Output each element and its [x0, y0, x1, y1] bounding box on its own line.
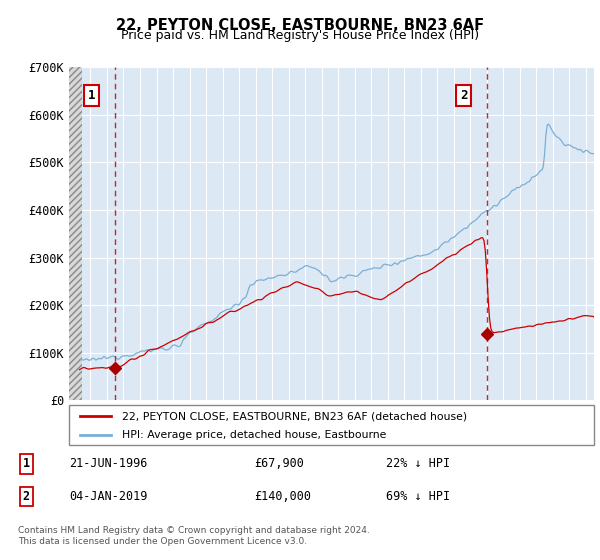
Text: 21-JUN-1996: 21-JUN-1996 — [70, 457, 148, 470]
Text: 22% ↓ HPI: 22% ↓ HPI — [386, 457, 451, 470]
Text: 69% ↓ HPI: 69% ↓ HPI — [386, 490, 451, 503]
Text: Contains HM Land Registry data © Crown copyright and database right 2024.
This d: Contains HM Land Registry data © Crown c… — [18, 526, 370, 546]
Text: 2: 2 — [460, 89, 467, 102]
Bar — [61, 67, 82, 400]
Text: 22, PEYTON CLOSE, EASTBOURNE, BN23 6AF (detached house): 22, PEYTON CLOSE, EASTBOURNE, BN23 6AF (… — [121, 411, 467, 421]
Text: HPI: Average price, detached house, Eastbourne: HPI: Average price, detached house, East… — [121, 430, 386, 440]
Text: 2: 2 — [23, 490, 30, 503]
Text: 22, PEYTON CLOSE, EASTBOURNE, BN23 6AF: 22, PEYTON CLOSE, EASTBOURNE, BN23 6AF — [116, 18, 484, 33]
Text: 1: 1 — [23, 457, 30, 470]
Text: 04-JAN-2019: 04-JAN-2019 — [70, 490, 148, 503]
Text: £140,000: £140,000 — [254, 490, 311, 503]
Text: £67,900: £67,900 — [254, 457, 304, 470]
Text: 1: 1 — [88, 89, 95, 102]
Text: Price paid vs. HM Land Registry's House Price Index (HPI): Price paid vs. HM Land Registry's House … — [121, 29, 479, 42]
FancyBboxPatch shape — [69, 405, 594, 445]
